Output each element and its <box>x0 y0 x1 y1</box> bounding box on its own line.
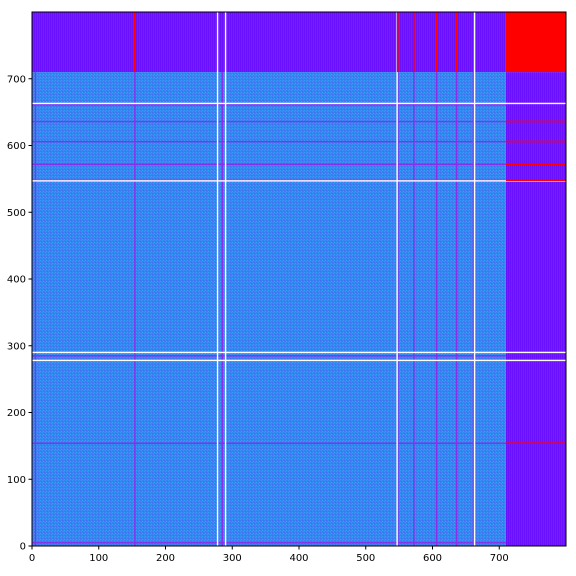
y-tick-label: 0 <box>20 542 26 553</box>
x-tick-label: 300 <box>223 553 242 564</box>
red-mark-top <box>396 12 399 73</box>
white-gap-horizontal <box>32 351 566 354</box>
x-tick-label: 500 <box>356 553 375 564</box>
purple-line-vertical <box>435 72 438 546</box>
y-tick-label: 700 <box>7 74 26 85</box>
red-mark-top <box>455 12 458 73</box>
x-tick-label: 0 <box>29 553 35 564</box>
red-mark-right <box>505 120 566 123</box>
red-mark-right <box>505 442 566 445</box>
red-mark-top <box>133 12 136 73</box>
right-strip <box>505 72 566 546</box>
purple-line-vertical <box>397 72 399 546</box>
plot-area <box>32 12 566 546</box>
purple-line-horizontal <box>32 355 506 357</box>
red-mark-right <box>505 140 566 143</box>
white-gap-vertical <box>216 12 219 546</box>
y-axis: 0 100 200 300 400 500 600 700 <box>7 74 32 553</box>
red-mark-right <box>505 179 566 182</box>
white-gap-horizontal <box>32 102 566 105</box>
x-tick-label: 400 <box>289 553 308 564</box>
purple-line-vertical <box>34 72 37 546</box>
corner-block <box>505 12 566 73</box>
y-tick-label: 100 <box>7 475 26 486</box>
x-tick-label: 100 <box>89 553 108 564</box>
main-block <box>32 72 506 546</box>
purple-line-vertical <box>134 72 136 546</box>
top-strip <box>32 12 506 73</box>
y-tick-label: 300 <box>7 341 26 352</box>
purple-line-vertical <box>472 72 475 546</box>
purple-line-horizontal <box>32 120 506 123</box>
purple-line-horizontal <box>32 442 506 445</box>
white-gap-horizontal <box>32 359 566 362</box>
red-mark-top <box>435 12 438 73</box>
x-tick-label: 200 <box>156 553 175 564</box>
red-mark-top <box>413 12 415 73</box>
purple-line-horizontal <box>32 140 506 143</box>
y-tick-label: 400 <box>7 275 26 286</box>
x-tick-label: 700 <box>490 553 509 564</box>
white-gap-vertical <box>396 12 398 546</box>
white-gap-vertical <box>473 12 476 546</box>
y-tick-label: 500 <box>7 208 26 219</box>
purple-line-vertical <box>413 72 415 546</box>
y-tick-label: 600 <box>7 141 26 152</box>
purple-line-vertical <box>221 72 224 546</box>
white-gap-vertical <box>224 12 227 546</box>
x-tick-label: 600 <box>423 553 442 564</box>
purple-line-horizontal <box>32 542 506 544</box>
purple-line-horizontal <box>32 104 506 106</box>
purple-line-vertical <box>455 72 458 546</box>
purple-line-horizontal <box>32 163 506 165</box>
white-gap-horizontal <box>32 180 566 182</box>
x-axis: 0 100 200 300 400 500 600 700 <box>29 546 509 564</box>
red-mark-right <box>505 163 566 165</box>
y-tick-label: 200 <box>7 408 26 419</box>
